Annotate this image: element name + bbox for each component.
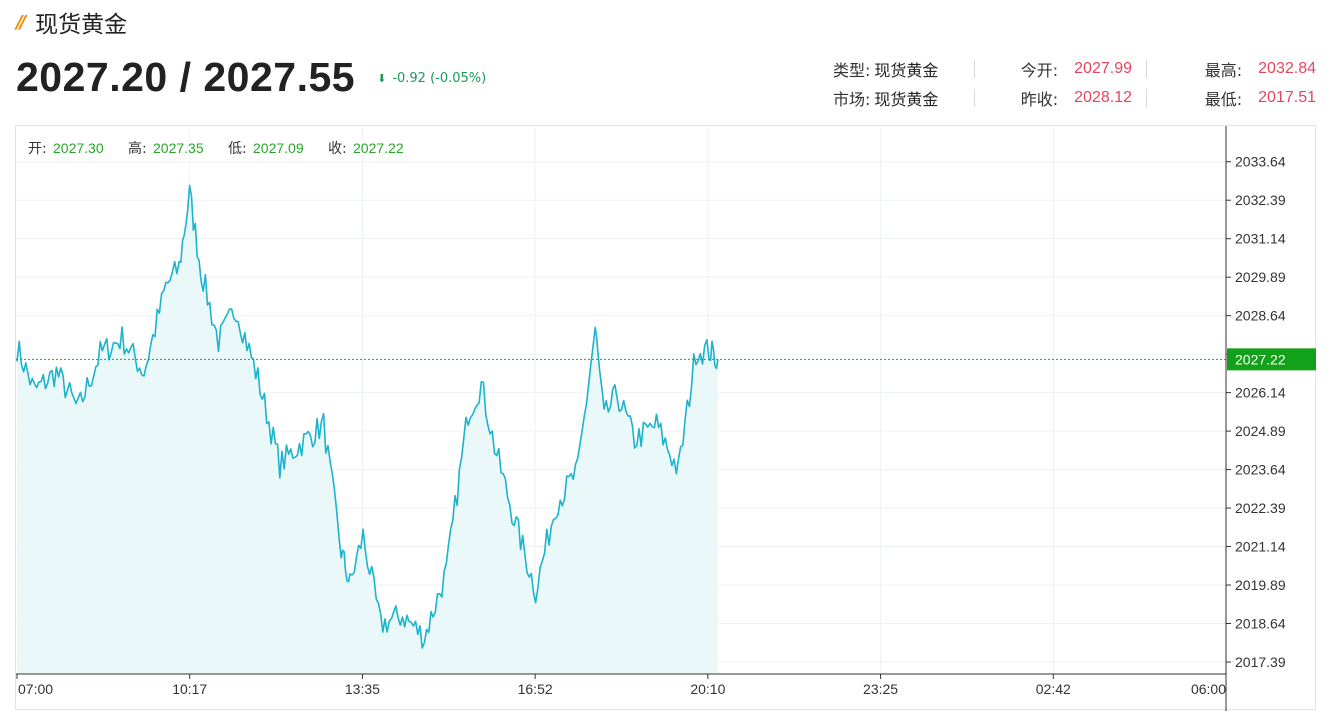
y-tick-label: 2022.39	[1235, 500, 1286, 516]
ohlc-value: 2027.30	[53, 140, 104, 156]
y-tick-label: 2032.39	[1235, 192, 1286, 208]
type-value: 现货黄金	[874, 62, 939, 80]
x-tick-label: 10:17	[172, 681, 207, 697]
stats-divider	[1146, 88, 1147, 107]
x-tick-label: 16:52	[518, 681, 553, 697]
x-tick-label: 06:00	[1191, 681, 1226, 697]
y-tick-label: 2024.89	[1235, 423, 1286, 439]
prev-close-value: 2028.12	[1074, 88, 1132, 106]
market-label: 市场:	[833, 89, 871, 109]
open-label: 今开:	[1020, 60, 1059, 80]
ohlc-value: 2027.35	[153, 140, 204, 156]
y-tick-label: 2031.14	[1235, 231, 1286, 247]
ohlc-value: 2027.09	[253, 140, 304, 156]
title-bar: // 现货黄金	[16, 4, 127, 40]
market-value: 现货黄金	[874, 91, 939, 109]
price-chart[interactable]: 2033.64 2032.39 2031.14 2029.89 2028.64 2027.…	[15, 125, 1317, 711]
y-tick-label: 2018.64	[1235, 616, 1286, 632]
stats-divider	[974, 88, 975, 107]
open-value: 2027.99	[1074, 59, 1132, 77]
x-tick-label: 02:42	[1036, 681, 1071, 697]
high-label: 最高:	[1204, 60, 1243, 80]
price-change-value: -0.92 (-0.05%)	[392, 71, 487, 86]
stats-divider	[974, 59, 975, 78]
high-value: 2032.84	[1258, 59, 1316, 77]
stats-panel: 类型: 现货黄金 今开: 2027.99 最高: 2032.84 市场: 现货黄金 昨收…	[833, 54, 1316, 112]
low-label: 最低:	[1204, 89, 1243, 109]
y-tick-label: 2017.39	[1235, 654, 1286, 670]
price-area-fill	[17, 185, 718, 674]
y-tick-label: 2023.64	[1235, 462, 1286, 478]
double-slash-icon: //	[16, 11, 26, 33]
type-label: 类型:	[833, 60, 871, 80]
arrow-down-icon: ⬇	[377, 72, 387, 85]
y-tick-label: 2019.89	[1235, 577, 1286, 593]
y-tick-label: 2026.14	[1235, 385, 1286, 401]
x-tick-label: 07:00	[18, 681, 53, 697]
y-tick-label: 2033.64	[1235, 154, 1286, 170]
y-tick-label: 2028.64	[1235, 308, 1286, 324]
bid-ask-price: 2027.20 / 2027.55	[16, 54, 356, 100]
stats-divider	[1146, 59, 1147, 78]
stats-row-1: 类型: 现货黄金 今开: 2027.99 最高: 2032.84	[833, 54, 1316, 83]
price-line	[16, 184, 719, 649]
ohlc-value: 2027.22	[353, 140, 404, 156]
prev-close-label: 昨收:	[1020, 89, 1059, 109]
current-price-tag	[1227, 348, 1316, 371]
ohlc-label: 低:	[228, 141, 247, 157]
ohlc-label: 收:	[328, 141, 347, 157]
y-tick-label: 2029.89	[1235, 269, 1286, 285]
x-tick-label: 20:10	[690, 681, 725, 697]
x-tick-label: 13:35	[345, 681, 380, 697]
x-tick-label: 23:25	[863, 681, 898, 697]
chart-canvas[interactable]: 2033.64 2032.39 2031.14 2029.89 2028.64 2027.…	[16, 126, 1317, 711]
price-row: 2027.20 / 2027.55 ⬇ -0.92 (-0.05%)	[16, 54, 486, 101]
current-price-label: 2027.22	[1235, 351, 1286, 367]
y-tick-label: 2021.14	[1235, 539, 1286, 555]
instrument-title: 现货黄金	[35, 12, 128, 38]
price-change: ⬇ -0.92 (-0.05%)	[377, 71, 486, 86]
ohlc-label: 高:	[128, 140, 147, 157]
low-value: 2017.51	[1258, 88, 1316, 106]
ohlc-label: 开:	[28, 141, 47, 157]
stats-row-2: 市场: 现货黄金 昨收: 2028.12 最低: 2017.51	[833, 83, 1316, 112]
